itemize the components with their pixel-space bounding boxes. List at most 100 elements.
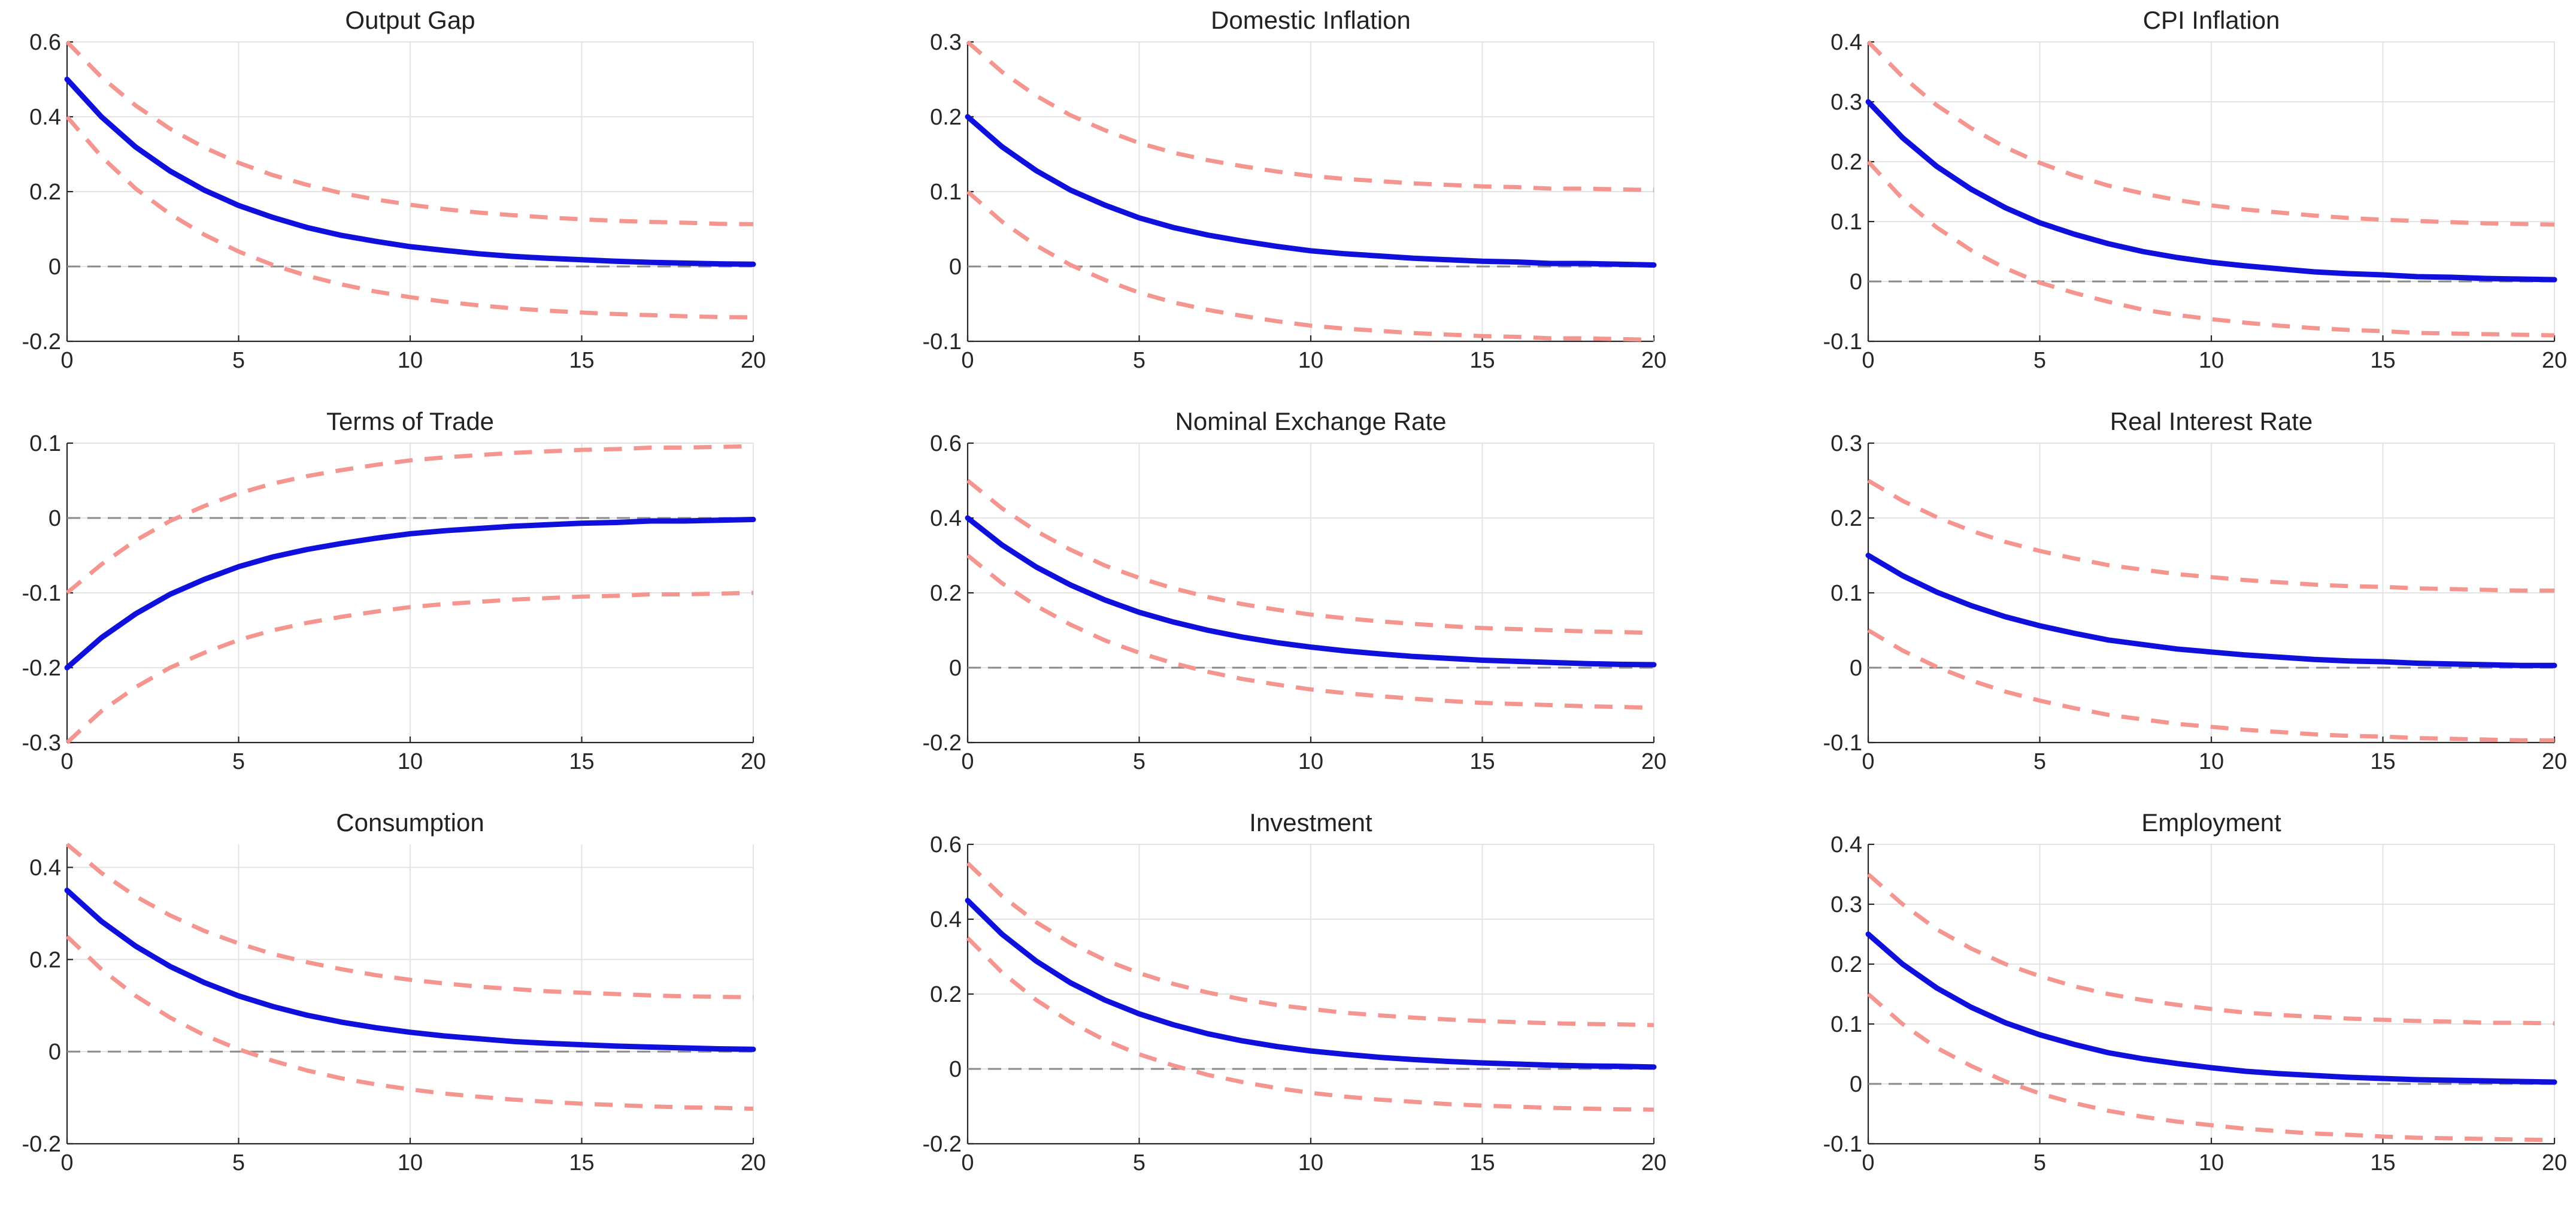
y-tick-label: 0 <box>949 656 962 681</box>
upper-band-line <box>65 843 754 999</box>
subplot-terms-of-trade: 0 5 10 15 20 -0.3 -0.2 -0.1 0 0.1 Terms of Trade <box>22 407 766 774</box>
x-tick-label: 20 <box>1641 1150 1666 1175</box>
subplot-title: Terms of Trade <box>326 407 494 435</box>
y-tick-label: 0.1 <box>1831 581 1862 606</box>
y-tick-label: 0 <box>1850 269 1862 295</box>
irf-line <box>64 887 756 1052</box>
x-tick-label: 10 <box>1298 1150 1323 1175</box>
y-tick-label: 0 <box>949 1057 962 1082</box>
x-tick-label: 15 <box>1469 749 1495 774</box>
x-tick-label: 15 <box>2370 348 2395 373</box>
lower-band-line <box>966 936 1654 1112</box>
y-tick-label: 0.6 <box>930 431 962 456</box>
y-tick-label: -0.1 <box>923 329 962 355</box>
subplot-title: Investment <box>1249 808 1372 837</box>
x-tick-label: 10 <box>2199 348 2224 373</box>
x-tick-label: 5 <box>1133 1150 1145 1175</box>
upper-band-line <box>1866 872 2555 1026</box>
x-tick-label: 20 <box>741 348 766 373</box>
y-tick-label: 0.2 <box>1831 952 1862 977</box>
y-tick-label: -0.1 <box>22 581 61 606</box>
x-tick-label: 15 <box>1469 348 1495 373</box>
x-tick-label: 10 <box>398 1150 423 1175</box>
y-tick-label: 0.2 <box>1831 506 1862 531</box>
x-tick-label: 0 <box>60 1150 73 1175</box>
y-tick-label: 0.4 <box>930 506 962 531</box>
x-tick-label: 10 <box>2199 1150 2224 1175</box>
lower-band-line <box>65 115 754 320</box>
x-tick-label: 5 <box>232 749 245 774</box>
x-tick-label: 0 <box>1862 348 1874 373</box>
x-tick-label: 15 <box>2370 1150 2395 1175</box>
x-tick-label: 10 <box>398 749 423 774</box>
y-tick-label: 0 <box>49 1040 61 1065</box>
subplot-title: Employment <box>2141 808 2281 837</box>
y-tick-label: 0.3 <box>1831 892 1862 917</box>
y-tick-label: 0.6 <box>930 832 962 858</box>
y-tick-label: 0.1 <box>930 180 962 205</box>
subplot-title: Output Gap <box>345 6 475 34</box>
x-tick-label: 5 <box>232 1150 245 1175</box>
y-tick-label: 0.2 <box>29 947 61 972</box>
x-tick-label: 0 <box>961 749 974 774</box>
x-tick-label: 10 <box>1298 749 1323 774</box>
y-tick-label: 0.4 <box>930 907 962 932</box>
x-tick-label: 20 <box>2542 1150 2567 1175</box>
x-tick-label: 15 <box>569 348 594 373</box>
x-tick-label: 15 <box>569 1150 594 1175</box>
x-tick-label: 5 <box>2033 348 2046 373</box>
x-tick-label: 0 <box>961 348 974 373</box>
subplot-title: Consumption <box>336 808 484 837</box>
y-tick-label: -0.1 <box>1823 1132 1862 1157</box>
x-tick-label: 0 <box>961 1150 974 1175</box>
y-tick-label: 0.2 <box>29 180 61 205</box>
lower-band-line <box>966 553 1654 710</box>
x-tick-label: 10 <box>1298 348 1323 373</box>
y-tick-label: 0.1 <box>1831 1012 1862 1037</box>
y-tick-label: -0.2 <box>22 329 61 355</box>
x-tick-label: 0 <box>1862 749 1874 774</box>
x-tick-label: 5 <box>1133 749 1145 774</box>
irf-line <box>64 517 756 671</box>
irf-line <box>1865 99 2557 283</box>
upper-band-line <box>966 40 1654 192</box>
y-tick-label: -0.2 <box>22 656 61 681</box>
y-tick-label: -0.2 <box>22 1132 61 1157</box>
x-tick-label: 0 <box>1862 1150 1874 1175</box>
y-tick-label: -0.2 <box>923 1132 962 1157</box>
y-tick-label: -0.2 <box>923 731 962 756</box>
irf-line <box>64 77 756 267</box>
x-tick-label: 10 <box>398 348 423 373</box>
y-tick-label: 0.4 <box>29 105 61 130</box>
y-tick-label: 0.1 <box>29 431 61 456</box>
lower-band-line <box>1867 628 2554 743</box>
y-tick-label: 0.2 <box>930 105 962 130</box>
x-tick-label: 20 <box>741 1150 766 1175</box>
y-tick-label: 0.1 <box>1831 210 1862 235</box>
x-tick-label: 15 <box>2370 749 2395 774</box>
upper-band-line <box>65 444 754 595</box>
y-tick-label: 0.2 <box>930 581 962 606</box>
y-tick-label: 0 <box>49 255 61 280</box>
x-tick-label: 5 <box>1133 348 1145 373</box>
y-tick-label: -0.1 <box>1823 731 1862 756</box>
lower-band-line <box>966 190 1654 342</box>
x-tick-label: 15 <box>1469 1150 1495 1175</box>
irf-line <box>1865 931 2557 1085</box>
irf-line <box>965 898 1657 1070</box>
y-tick-label: 0.2 <box>1831 150 1862 175</box>
upper-band-line <box>966 478 1654 635</box>
lower-band-line <box>1866 992 2555 1143</box>
y-tick-label: 0.4 <box>1831 30 1862 55</box>
x-tick-label: 20 <box>2542 348 2567 373</box>
y-tick-label: -0.1 <box>1823 329 1862 355</box>
x-tick-label: 20 <box>1641 749 1666 774</box>
